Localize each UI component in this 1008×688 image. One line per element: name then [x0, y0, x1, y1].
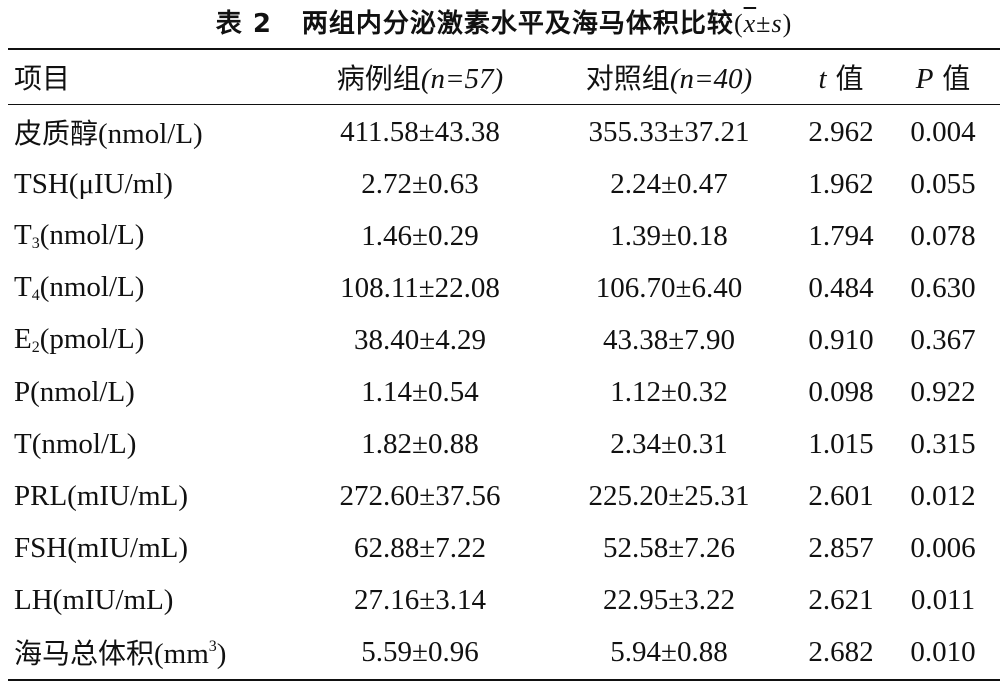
comparison-table: 项目 病例组(n=57) 对照组(n=40) t 值 P 值 皮质醇(nmol/… [8, 50, 1000, 678]
table-row: LH(mIU/mL) 27.16±3.14 22.95±3.22 2.621 0.011 [8, 574, 1000, 626]
row-control-value: 2.24±0.47 [610, 167, 728, 200]
row-case-value: 1.14±0.54 [361, 375, 479, 408]
row-item-label: 海马总体积(mm3) [14, 637, 227, 670]
stat-mean-symbol: x [743, 9, 757, 38]
table-row: TSH(μIU/ml) 2.72±0.63 2.24±0.47 1.962 0.055 [8, 158, 1000, 210]
row-item-label: E2(pmol/L) [14, 323, 145, 356]
row-control-value: 1.39±0.18 [610, 219, 728, 252]
row-case-value: 2.72±0.63 [361, 167, 479, 200]
table-number: 表 2 [215, 9, 272, 39]
row-control-value: 355.33±37.21 [588, 115, 750, 148]
row-control-value: 106.70±6.40 [595, 271, 743, 304]
table-caption: 表 2 两组内分泌激素水平及海马体积比较(x±s) [0, 6, 1008, 42]
row-p-value: 0.012 [910, 479, 976, 512]
row-case-value: 5.59±0.96 [361, 635, 479, 668]
stat-sd-symbol: s [771, 9, 783, 38]
table-row: P(nmol/L) 1.14±0.54 1.12±0.32 0.098 0.922 [8, 366, 1000, 418]
row-case-value: 108.11±22.08 [340, 271, 500, 304]
row-p-value: 0.630 [910, 271, 976, 304]
table-row: 海马总体积(mm3) 5.59±0.96 5.94±0.88 2.682 0.010 [8, 626, 1000, 678]
row-t-value: 2.857 [808, 531, 874, 564]
row-control-value: 2.34±0.31 [610, 427, 728, 460]
stat-close-paren: ) [782, 9, 793, 38]
row-p-value: 0.055 [910, 167, 976, 200]
row-p-value: 0.315 [910, 427, 976, 460]
row-case-value: 411.58±43.38 [340, 115, 500, 148]
row-t-value: 2.682 [808, 635, 874, 668]
row-item-label: LH(mIU/mL) [14, 583, 174, 616]
row-item-label: PRL(mIU/mL) [14, 479, 188, 512]
row-p-value: 0.011 [910, 583, 976, 616]
table-top-rule [8, 48, 1000, 50]
table-title: 两组内分泌激素水平及海马体积比较 [301, 9, 734, 39]
row-p-value: 0.006 [910, 531, 976, 564]
table-row: PRL(mIU/mL) 272.60±37.56 225.20±25.31 2.601… [8, 470, 1000, 522]
row-t-value: 2.621 [808, 583, 874, 616]
table-header-row: 项目 病例组(n=57) 对照组(n=40) t 值 P 值 [8, 50, 1000, 104]
row-p-value: 0.010 [910, 635, 976, 668]
row-t-value: 1.015 [808, 427, 874, 460]
row-t-value: 1.794 [808, 219, 874, 252]
row-control-value: 43.38±7.90 [603, 323, 735, 356]
row-p-value: 0.078 [910, 219, 976, 252]
table-row: E2(pmol/L) 38.40±4.29 43.38±7.90 0.910 0.367 [8, 314, 1000, 366]
row-item-label: T3(nmol/L) [14, 219, 145, 252]
header-item: 项目 [14, 62, 71, 95]
table-row: FSH(mIU/mL) 62.88±7.22 52.58±7.26 2.857 0.00… [8, 522, 1000, 574]
row-item-label: T(nmol/L) [14, 427, 137, 460]
row-p-value: 0.922 [910, 375, 976, 408]
row-control-value: 52.58±7.26 [603, 531, 735, 564]
row-item-label: FSH(mIU/mL) [14, 531, 188, 564]
row-control-value: 22.95±3.22 [603, 583, 735, 616]
stat-open-paren: ( [733, 9, 744, 38]
table-row: 皮质醇(nmol/L) 411.58±43.38 355.33±37.21 2.962… [8, 104, 1000, 158]
row-t-value: 1.962 [808, 167, 874, 200]
table-header-rule [8, 104, 1000, 105]
header-control-group: 对照组(n=40) [585, 62, 753, 95]
row-item-label: TSH(μIU/ml) [14, 167, 173, 200]
row-item-label: 皮质醇(nmol/L) [14, 117, 203, 150]
table-row: T3(nmol/L) 1.46±0.29 1.39±0.18 1.794 0.078 [8, 210, 1000, 262]
row-control-value: 1.12±0.32 [610, 375, 728, 408]
row-case-value: 1.82±0.88 [361, 427, 479, 460]
row-case-value: 62.88±7.22 [354, 531, 486, 564]
row-control-value: 225.20±25.31 [588, 479, 750, 512]
row-t-value: 2.601 [808, 479, 874, 512]
row-t-value: 0.098 [808, 375, 874, 408]
table-bottom-rule [8, 679, 1000, 681]
row-case-value: 38.40±4.29 [354, 323, 486, 356]
table-body: 皮质醇(nmol/L) 411.58±43.38 355.33±37.21 2.962… [8, 104, 1000, 678]
row-t-value: 0.484 [808, 271, 874, 304]
header-t-value: t 值 [818, 62, 864, 95]
row-case-value: 1.46±0.29 [361, 219, 479, 252]
row-item-label: P(nmol/L) [14, 375, 135, 408]
table-row: T(nmol/L) 1.82±0.88 2.34±0.31 1.015 0.315 [8, 418, 1000, 470]
table-row: T4(nmol/L) 108.11±22.08 106.70±6.40 0.484 0.… [8, 262, 1000, 314]
row-case-value: 272.60±37.56 [339, 479, 501, 512]
row-t-value: 2.962 [808, 115, 874, 148]
stat-plusminus: ± [756, 9, 772, 38]
row-p-value: 0.367 [910, 323, 976, 356]
row-case-value: 27.16±3.14 [354, 583, 486, 616]
row-item-label: T4(nmol/L) [14, 271, 145, 304]
row-p-value: 0.004 [910, 115, 976, 148]
header-case-group: 病例组(n=57) [336, 62, 504, 95]
row-control-value: 5.94±0.88 [610, 635, 728, 668]
row-t-value: 0.910 [808, 323, 874, 356]
header-p-value: P 值 [915, 62, 971, 95]
